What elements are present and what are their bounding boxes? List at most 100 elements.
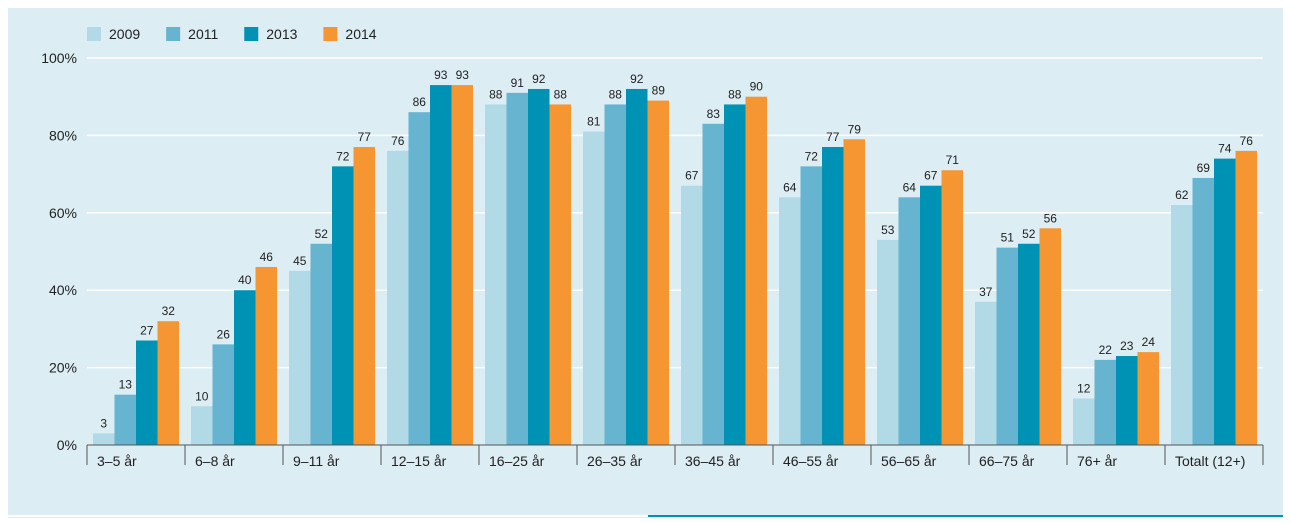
- x-category-label: 36–45 år: [685, 453, 741, 469]
- bar: [1073, 398, 1095, 445]
- bar: [779, 197, 801, 445]
- data-label: 91: [511, 76, 525, 90]
- y-tick-label: 80%: [49, 127, 77, 143]
- data-label: 64: [903, 180, 917, 194]
- data-label: 88: [609, 87, 623, 101]
- x-category-label: 6–8 år: [195, 453, 235, 469]
- bar: [289, 270, 311, 445]
- bar: [451, 85, 473, 445]
- x-category-label: 9–11 år: [293, 453, 340, 469]
- legend-swatch: [323, 27, 338, 41]
- data-label: 12: [1077, 382, 1091, 396]
- bar: [920, 185, 942, 445]
- data-label: 83: [707, 107, 721, 121]
- bar: [332, 166, 354, 446]
- bar: [506, 92, 528, 445]
- bar: [681, 185, 703, 445]
- bar: [647, 100, 669, 445]
- data-label: 76: [391, 134, 405, 148]
- bar: [114, 394, 136, 445]
- bar: [1214, 158, 1236, 445]
- bar: [1171, 205, 1193, 445]
- data-label: 52: [1022, 227, 1036, 241]
- bar: [485, 104, 507, 445]
- bar: [583, 131, 605, 445]
- bar: [1094, 359, 1116, 445]
- data-label: 37: [979, 285, 993, 299]
- legend-label: 2011: [188, 26, 218, 42]
- data-label: 88: [728, 87, 742, 101]
- y-tick-label: 60%: [49, 205, 77, 221]
- bar: [724, 104, 746, 445]
- x-category-label: 3–5 år: [97, 453, 137, 469]
- data-label: 45: [293, 254, 307, 268]
- bar: [212, 344, 234, 445]
- bar: [877, 239, 899, 445]
- legend-swatch: [87, 27, 101, 41]
- data-label: 69: [1197, 161, 1211, 175]
- data-label: 32: [162, 304, 176, 318]
- bar: [604, 104, 626, 445]
- data-label: 76: [1240, 134, 1254, 148]
- data-label: 52: [315, 227, 329, 241]
- data-label: 86: [413, 95, 427, 109]
- data-label: 24: [1142, 335, 1156, 349]
- x-category-label: 46–55 år: [783, 453, 839, 469]
- y-tick-label: 100%: [41, 50, 77, 66]
- bar: [702, 123, 724, 445]
- bar: [941, 170, 963, 446]
- legend-swatch: [166, 27, 181, 41]
- x-category-label: 56–65 år: [881, 453, 937, 469]
- data-label: 74: [1218, 142, 1232, 156]
- data-label: 67: [924, 169, 938, 183]
- bar: [1039, 228, 1061, 445]
- data-label: 64: [783, 180, 797, 194]
- x-category-label: 26–35 år: [587, 453, 643, 469]
- legend-label: 2014: [345, 26, 376, 42]
- bar: [93, 433, 115, 445]
- data-label: 90: [750, 80, 764, 94]
- bar: [408, 112, 430, 446]
- bar: [626, 88, 648, 446]
- bar: [1116, 355, 1138, 445]
- x-category-label: 66–75 år: [979, 453, 1035, 469]
- y-tick-label: 40%: [49, 282, 77, 298]
- data-label: 26: [217, 327, 231, 341]
- bar: [191, 406, 213, 445]
- x-category-label: 16–25 år: [489, 453, 545, 469]
- data-label: 22: [1099, 343, 1113, 357]
- data-label: 89: [652, 84, 666, 98]
- bar: [898, 197, 920, 445]
- bar: [1018, 243, 1040, 445]
- data-label: 88: [489, 87, 503, 101]
- bar: [157, 321, 179, 445]
- bar: [1235, 150, 1257, 445]
- bar: [1192, 177, 1214, 445]
- data-label: 10: [195, 389, 209, 403]
- bar-chart: 0% 20% 40% 60% 80% 100% 3 13 27 32 10 26 40 46 45 52 72 7…: [8, 26, 1283, 517]
- data-label: 77: [358, 130, 372, 144]
- chart-panel: 0% 20% 40% 60% 80% 100% 3 13 27 32 10 26 40 46 45 52 72 7…: [8, 8, 1283, 518]
- data-label: 93: [456, 68, 470, 82]
- bar: [255, 266, 277, 445]
- bar: [136, 340, 158, 445]
- data-label: 81: [587, 115, 601, 129]
- x-category-label: Totalt (12+): [1175, 453, 1245, 469]
- data-label: 71: [946, 153, 960, 167]
- bar: [843, 139, 865, 445]
- legend-label: 2009: [109, 26, 140, 42]
- bar: [800, 166, 822, 446]
- data-label: 88: [554, 87, 568, 101]
- y-tick-label: 20%: [49, 360, 77, 376]
- data-label: 13: [119, 378, 133, 392]
- data-label: 79: [848, 122, 862, 136]
- y-tick-label: 0%: [57, 437, 77, 453]
- bar: [234, 290, 256, 445]
- data-label: 93: [434, 68, 448, 82]
- data-label: 92: [630, 72, 644, 86]
- data-label: 51: [1001, 231, 1015, 245]
- data-label: 77: [826, 130, 840, 144]
- bar: [310, 243, 332, 445]
- bar: [822, 147, 844, 445]
- x-category-label: 76+ år: [1077, 453, 1117, 469]
